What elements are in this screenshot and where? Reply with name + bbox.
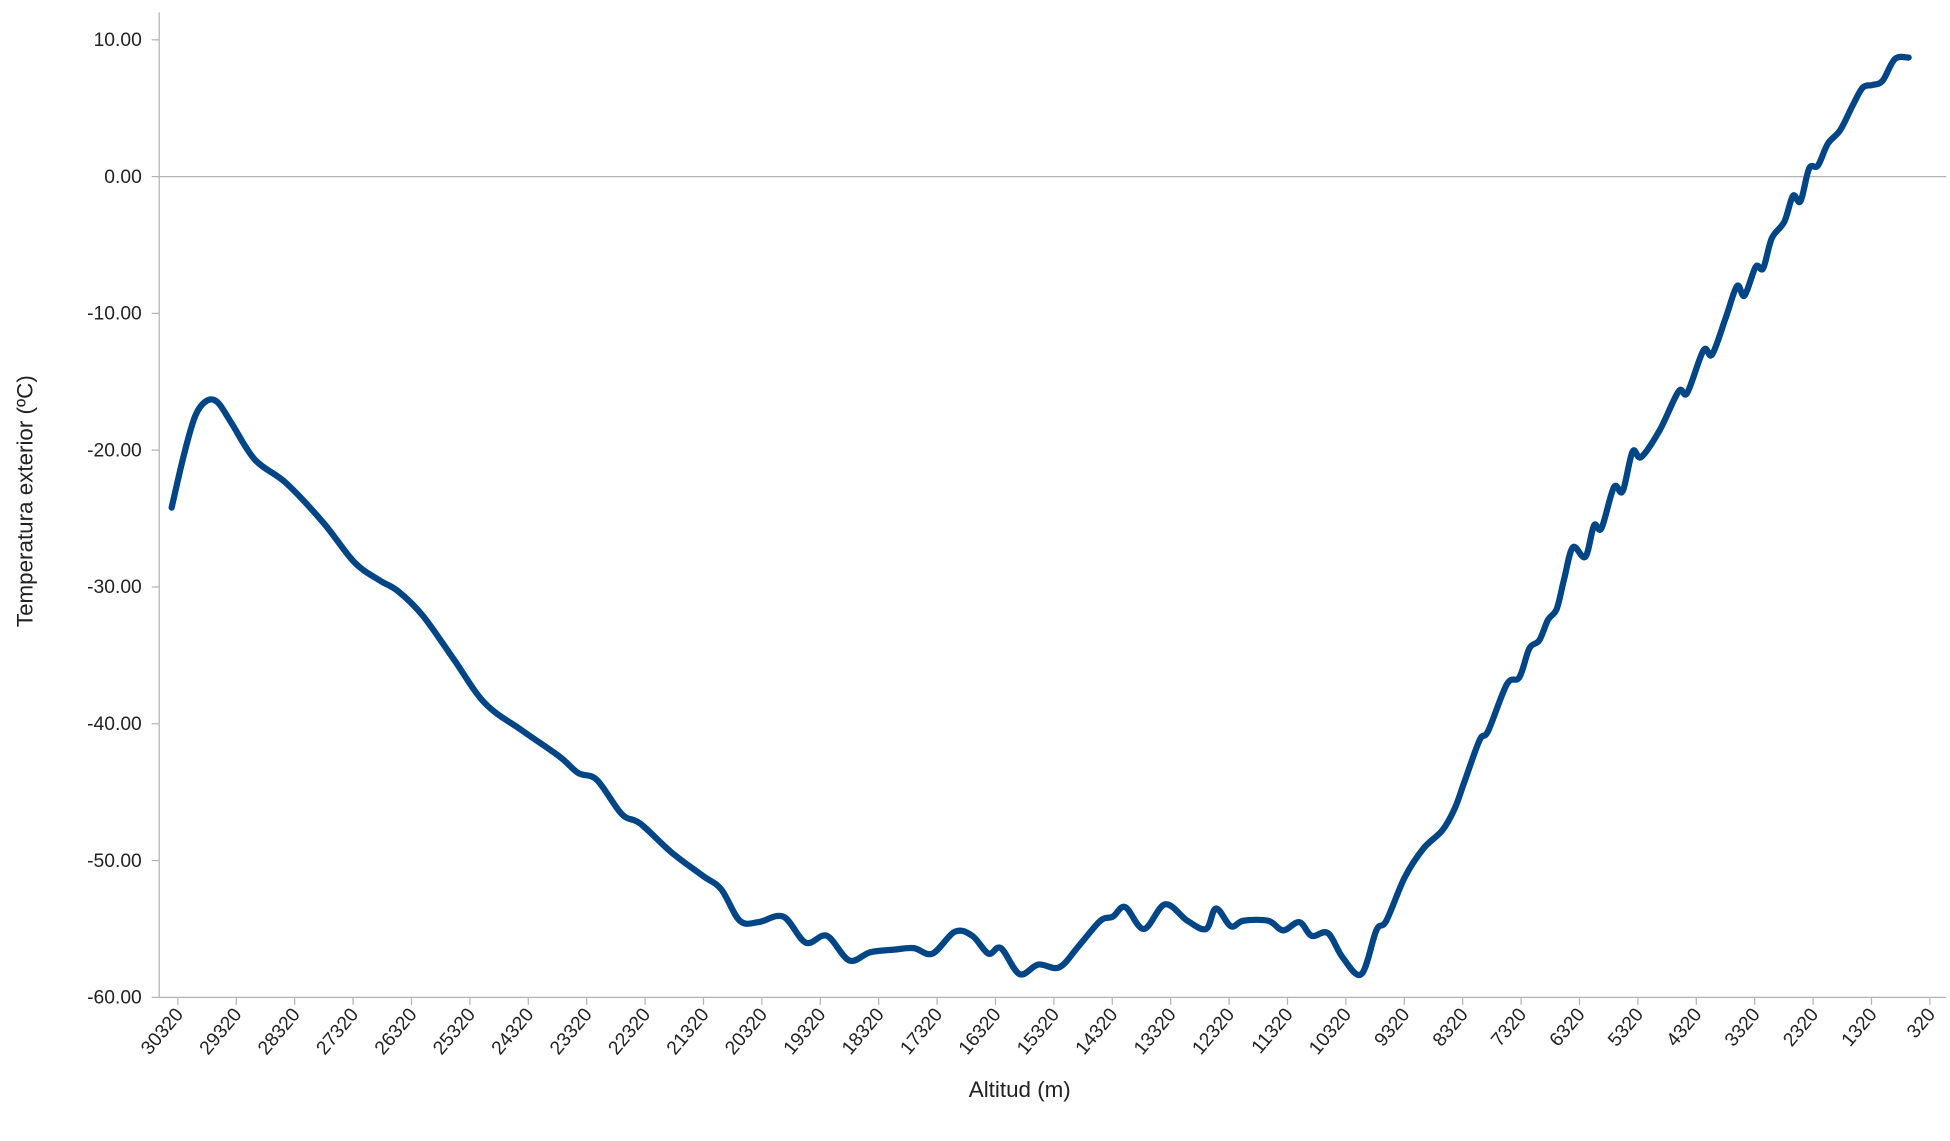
x-tick-label: 8320 bbox=[1429, 1004, 1473, 1050]
x-tick-label: 1320 bbox=[1838, 1004, 1882, 1050]
x-tick-label: 12320 bbox=[1189, 1004, 1240, 1059]
x-tick-label: 15320 bbox=[1013, 1004, 1064, 1059]
x-tick-label: 26320 bbox=[371, 1004, 422, 1059]
x-tick-label: 28320 bbox=[254, 1004, 305, 1059]
x-tick-label: 30320 bbox=[137, 1004, 188, 1059]
y-tick-label: -30.00 bbox=[87, 577, 142, 598]
x-tick-label: 9320 bbox=[1371, 1004, 1415, 1050]
x-tick-label: 11320 bbox=[1248, 1004, 1298, 1057]
y-tick-label: 10.00 bbox=[94, 30, 142, 51]
data-line bbox=[168, 53, 1912, 979]
x-tick-label: 25320 bbox=[429, 1004, 480, 1059]
x-tick-label: 18320 bbox=[838, 1004, 889, 1059]
x-tick-label: 10320 bbox=[1305, 1004, 1356, 1059]
y-tick-label: -40.00 bbox=[87, 714, 142, 735]
x-tick-label: 27320 bbox=[313, 1004, 364, 1059]
y-axis-label: Temperatura exterior (ºC) bbox=[12, 375, 37, 627]
x-tick-label: 5320 bbox=[1604, 1004, 1648, 1050]
x-tick-label: 24320 bbox=[488, 1004, 539, 1059]
x-tick-label: 29320 bbox=[196, 1004, 247, 1059]
x-tick-label: 7320 bbox=[1488, 1004, 1532, 1050]
y-tick-label: 0.00 bbox=[104, 167, 142, 188]
y-tick-label: -60.00 bbox=[87, 988, 142, 1009]
x-tick-label: 320 bbox=[1903, 1004, 1940, 1042]
y-tick-label: -10.00 bbox=[87, 304, 142, 325]
x-tick-label: 16320 bbox=[955, 1004, 1006, 1059]
x-tick-label: 3320 bbox=[1721, 1004, 1765, 1050]
x-tick-label: 2320 bbox=[1780, 1004, 1824, 1050]
x-tick-label: 4320 bbox=[1663, 1004, 1707, 1050]
x-tick-label: 14320 bbox=[1072, 1004, 1123, 1059]
x-tick-label: 13320 bbox=[1130, 1004, 1181, 1059]
x-tick-label: 23320 bbox=[546, 1004, 597, 1059]
x-tick-label: 6320 bbox=[1546, 1004, 1590, 1050]
y-tick-label: -20.00 bbox=[87, 440, 142, 461]
x-tick-label: 21320 bbox=[663, 1004, 714, 1059]
x-axis-label: Altitud (m) bbox=[969, 1077, 1071, 1102]
x-tick-label: 17320 bbox=[897, 1004, 948, 1059]
y-tick-label: -50.00 bbox=[87, 851, 142, 872]
x-tick-label: 20320 bbox=[721, 1004, 772, 1059]
x-tick-label: 19320 bbox=[780, 1004, 831, 1059]
x-tick-label: 22320 bbox=[605, 1004, 656, 1059]
